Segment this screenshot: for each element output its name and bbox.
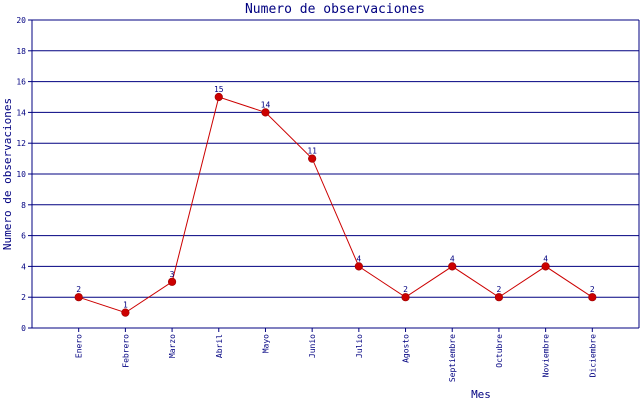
x-tick-label-febrero: Febrero — [121, 334, 130, 368]
data-point-julio — [354, 262, 363, 271]
x-tick-label-junio: Junio — [308, 334, 317, 358]
data-point-marzo — [167, 277, 177, 286]
x-tick-label-enero: Enero — [75, 334, 84, 358]
y-tick-label: 14 — [16, 108, 26, 117]
x-tick-label-abril: Abril — [215, 334, 224, 358]
data-label-diciembre: 2 — [590, 285, 595, 294]
x-tick-label-octubre: Octubre — [495, 334, 504, 368]
y-tick-labels: 0 2 4 6 8 10 12 14 16 18 20 — [16, 16, 26, 333]
data-point-abril — [214, 92, 223, 102]
data-point-junio — [308, 154, 317, 163]
x-tick-label-septiembre: Septiembre — [448, 334, 457, 382]
data-label-abril: 15 — [214, 85, 224, 94]
y-tick-label: 8 — [21, 201, 26, 210]
data-label-enero: 2 — [76, 285, 81, 294]
data-label-junio: 11 — [307, 147, 317, 156]
y-tick-label: 12 — [16, 139, 26, 148]
data-point-febrero — [121, 308, 130, 317]
series-line — [78, 96, 593, 314]
data-point-enero — [74, 293, 83, 302]
data-point-agosto — [401, 293, 410, 302]
x-tick-label-noviembre: Noviembre — [542, 334, 551, 378]
data-label-septiembre: 4 — [450, 254, 455, 263]
x-tick-label-marzo: Marzo — [168, 334, 177, 358]
grid-lines — [32, 19, 639, 298]
data-label-julio: 4 — [356, 254, 361, 263]
x-tick-label-julio: Julio — [355, 334, 364, 358]
x-tick-label-agosto: Agosto — [402, 334, 411, 363]
series-polyline — [78, 96, 593, 314]
data-label-octubre: 2 — [497, 285, 502, 294]
y-tick-label: 16 — [16, 78, 26, 87]
data-label-marzo: 3 — [170, 270, 175, 279]
data-label-agosto: 2 — [403, 285, 408, 294]
y-tick-label: 4 — [21, 262, 26, 271]
y-tick-label: 6 — [21, 232, 26, 241]
data-label-febrero: 1 — [123, 301, 128, 310]
data-label-noviembre: 4 — [543, 254, 548, 263]
x-tick-labels: Enero Febrero Marzo Abril Mayo Junio Julio Agos… — [75, 334, 598, 382]
data-point-noviembre — [541, 262, 550, 271]
x-tick-label-mayo: Mayo — [261, 334, 270, 353]
y-tick-label: 10 — [16, 170, 26, 179]
chart-title: Numero de observaciones — [245, 2, 425, 17]
x-tick-label-diciembre: Diciembre — [588, 334, 597, 378]
data-point-mayo — [261, 108, 270, 117]
data-point-octubre — [494, 293, 504, 302]
axes — [28, 19, 640, 332]
y-tick-label: 2 — [21, 293, 26, 302]
y-tick-label: 20 — [16, 16, 26, 25]
data-point-septiembre — [448, 262, 457, 271]
y-tick-label: 18 — [16, 47, 26, 56]
data-points — [74, 92, 597, 317]
data-label-mayo: 14 — [261, 100, 271, 109]
x-axis-label: Mes — [471, 388, 491, 400]
y-axis-label: Numero de observaciones — [1, 98, 14, 250]
y-tick-label: 0 — [21, 324, 26, 333]
data-point-diciembre — [588, 293, 597, 302]
data-labels: 2 1 3 15 14 11 4 2 4 2 4 2 — [76, 85, 595, 310]
